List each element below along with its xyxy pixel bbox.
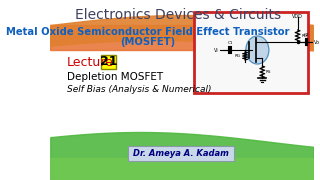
FancyBboxPatch shape bbox=[194, 12, 308, 93]
Text: RS: RS bbox=[266, 70, 271, 74]
Text: Electronics Devices & Circuits: Electronics Devices & Circuits bbox=[75, 8, 281, 22]
Text: 21: 21 bbox=[100, 55, 117, 68]
Circle shape bbox=[246, 36, 269, 64]
Text: Lecture: Lecture bbox=[67, 55, 114, 69]
Text: Vi: Vi bbox=[214, 48, 219, 53]
Text: RD: RD bbox=[302, 34, 308, 38]
Text: C2: C2 bbox=[304, 33, 309, 37]
Text: Metal Oxide Semiconductor Field Effect Transistor: Metal Oxide Semiconductor Field Effect T… bbox=[5, 27, 289, 37]
Polygon shape bbox=[50, 25, 313, 50]
FancyBboxPatch shape bbox=[128, 145, 234, 161]
Text: C1: C1 bbox=[228, 41, 233, 45]
Text: (MOSFET): (MOSFET) bbox=[120, 37, 175, 47]
FancyBboxPatch shape bbox=[101, 55, 116, 69]
Text: Depletion MOSFET: Depletion MOSFET bbox=[67, 72, 163, 82]
Text: Dr. Ameya A. Kadam: Dr. Ameya A. Kadam bbox=[133, 148, 229, 158]
Text: Vo: Vo bbox=[314, 39, 320, 44]
Text: RG: RG bbox=[235, 54, 241, 58]
Text: VDD: VDD bbox=[292, 14, 303, 19]
Text: Self Bias (Analysis & Numerical): Self Bias (Analysis & Numerical) bbox=[67, 84, 211, 93]
